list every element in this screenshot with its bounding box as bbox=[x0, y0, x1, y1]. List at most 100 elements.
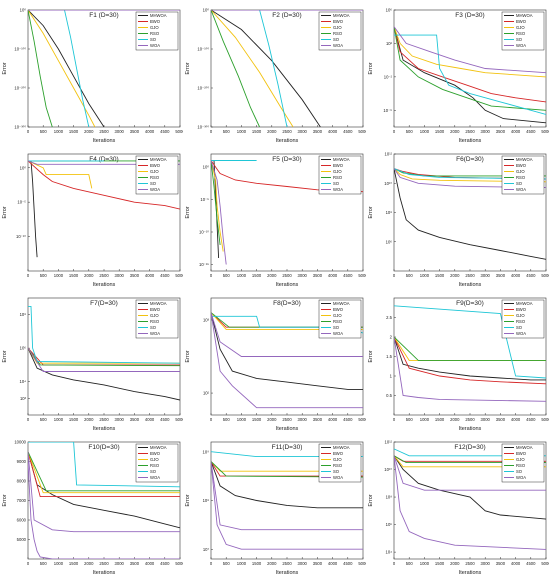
x-tick-label: 4500 bbox=[343, 129, 353, 134]
y-tick-label: 10000 bbox=[14, 440, 26, 445]
legend-label-gjo: GJO bbox=[516, 25, 525, 30]
x-tick-label: 5000 bbox=[541, 129, 549, 134]
series-line-woa2 bbox=[211, 461, 363, 550]
series-line-gjo bbox=[211, 312, 363, 330]
legend-label-mhwoa: MHWOA bbox=[516, 13, 533, 18]
y-tick-label: 10⁸ bbox=[20, 312, 27, 317]
chart-title: F2 (D=30) bbox=[272, 12, 301, 19]
x-tick-label: 500 bbox=[406, 273, 414, 278]
x-tick-label: 4000 bbox=[511, 561, 521, 566]
legend-label-mhwoa: MHWOA bbox=[150, 13, 167, 18]
legend-label-woa: WOA bbox=[516, 475, 526, 480]
x-tick-label: 5000 bbox=[358, 129, 366, 134]
chart-svg-5: F5 (D=30) Iterations Error 0 500 1000 1500 2000… bbox=[185, 153, 368, 288]
series-line-mhwoa bbox=[394, 455, 546, 520]
series-line-mhwoa bbox=[28, 451, 180, 529]
y-tick-label: 6000 bbox=[17, 518, 27, 523]
chart-svg-6: F6(D=30) Iterations Error 0 500 1000 1500 2000 2… bbox=[368, 152, 550, 289]
legend-label-bwo: BWO bbox=[516, 307, 527, 312]
x-tick-label: 3000 bbox=[481, 129, 491, 134]
legend-label-bwo: BWO bbox=[150, 163, 161, 168]
y-tick-label: 10³ bbox=[20, 396, 27, 401]
legend-label-so: SO bbox=[516, 37, 523, 42]
x-tick-label: 3500 bbox=[313, 129, 323, 134]
legend-label-bwo: BWO bbox=[516, 163, 527, 168]
chart-title: F6(D=30) bbox=[456, 156, 484, 163]
x-tick-label: 2000 bbox=[267, 417, 277, 422]
chart-title: F12(D=30) bbox=[454, 444, 485, 451]
y-tick-label: 10⁹ bbox=[203, 449, 210, 454]
x-tick-label: 0 bbox=[27, 129, 30, 134]
x-tick-label: 5000 bbox=[175, 561, 183, 566]
legend-label-bwo: BWO bbox=[150, 451, 161, 456]
legend-box bbox=[135, 443, 179, 483]
series-line-rso bbox=[394, 26, 546, 111]
y-tick-label: 10¹⁰ bbox=[384, 467, 392, 472]
x-tick-label: 3000 bbox=[115, 129, 125, 134]
y-axis-label: Error bbox=[368, 62, 374, 74]
chart-panel-3: F3 (D=30) Iterations Error 0 500 1000 1500 2000… bbox=[366, 0, 550, 149]
legend-label-mhwoa: MHWOA bbox=[150, 445, 167, 450]
legend-box bbox=[318, 443, 362, 483]
legend-label-mhwoa: MHWOA bbox=[333, 445, 350, 450]
legend-label-gjo: GJO bbox=[150, 169, 159, 174]
x-tick-label: 1500 bbox=[252, 129, 262, 134]
x-tick-label: 1000 bbox=[420, 417, 430, 422]
y-tick-label: 0.5 bbox=[386, 393, 392, 398]
legend-label-mhwoa: MHWOA bbox=[150, 157, 167, 162]
x-tick-label: 4000 bbox=[145, 417, 155, 422]
legend-label-rso: RSO bbox=[333, 31, 343, 36]
series-line-mhwoa bbox=[28, 10, 105, 127]
x-tick-label: 2500 bbox=[99, 561, 109, 566]
x-tick-label: 500 bbox=[40, 129, 48, 134]
x-tick-label: 4000 bbox=[145, 273, 155, 278]
x-tick-label: 1000 bbox=[237, 417, 247, 422]
series-line-gjo bbox=[211, 10, 294, 127]
y-tick-label: 10² bbox=[203, 391, 210, 396]
series-line-mhwoa bbox=[394, 336, 546, 381]
series-line-gjo bbox=[394, 168, 546, 183]
x-tick-label: 3000 bbox=[298, 561, 308, 566]
x-tick-label: 3500 bbox=[313, 561, 323, 566]
legend-label-bwo: BWO bbox=[516, 451, 527, 456]
x-tick-label: 4500 bbox=[160, 129, 170, 134]
x-tick-label: 0 bbox=[393, 273, 396, 278]
x-tick-label: 4500 bbox=[160, 417, 170, 422]
legend-label-woa: WOA bbox=[150, 43, 160, 48]
y-axis-label: Error bbox=[2, 350, 8, 362]
chart-panel-11: F11(D=30) Iterations Error 0 500 1000 1500 2000… bbox=[183, 432, 368, 581]
x-tick-label: 2000 bbox=[84, 417, 94, 422]
x-tick-label: 4500 bbox=[343, 561, 353, 566]
x-axis-label: Iterations bbox=[93, 138, 116, 144]
x-tick-label: 2500 bbox=[282, 417, 292, 422]
chart-title: F8(D=30) bbox=[273, 300, 301, 307]
series-line-bwo bbox=[211, 160, 363, 193]
x-tick-label: 1000 bbox=[237, 273, 247, 278]
series-line-woa2 bbox=[211, 312, 363, 409]
x-tick-label: 5000 bbox=[358, 561, 366, 566]
legend-box bbox=[318, 11, 362, 51]
x-tick-label: 2500 bbox=[99, 273, 109, 278]
x-tick-label: 3000 bbox=[298, 273, 308, 278]
y-tick-label: 10¹² bbox=[385, 440, 393, 445]
series-line-woa2 bbox=[394, 455, 546, 550]
x-tick-label: 2500 bbox=[282, 273, 292, 278]
x-tick-label: 2000 bbox=[267, 129, 277, 134]
x-axis-label: Iterations bbox=[459, 282, 482, 288]
series-line-so bbox=[394, 448, 546, 457]
legend-label-woa: WOA bbox=[333, 475, 343, 480]
legend-label-bwo: BWO bbox=[333, 19, 344, 24]
series-line-rso bbox=[28, 451, 180, 492]
y-tick-label: 10¹² bbox=[385, 152, 393, 157]
legend-label-rso: RSO bbox=[150, 175, 160, 180]
y-tick-label: 10⁻⁵ bbox=[17, 200, 26, 205]
series-line-mhwoa bbox=[28, 347, 180, 401]
chart-svg-1: F1 (D=30) Iterations Error 0 500 1000 1500 2000… bbox=[2, 8, 185, 145]
series-line-bwo bbox=[28, 160, 180, 210]
x-tick-label: 4500 bbox=[526, 129, 536, 134]
legend-label-so: SO bbox=[333, 37, 340, 42]
x-tick-label: 1000 bbox=[420, 129, 430, 134]
series-line-gjo bbox=[394, 26, 546, 78]
